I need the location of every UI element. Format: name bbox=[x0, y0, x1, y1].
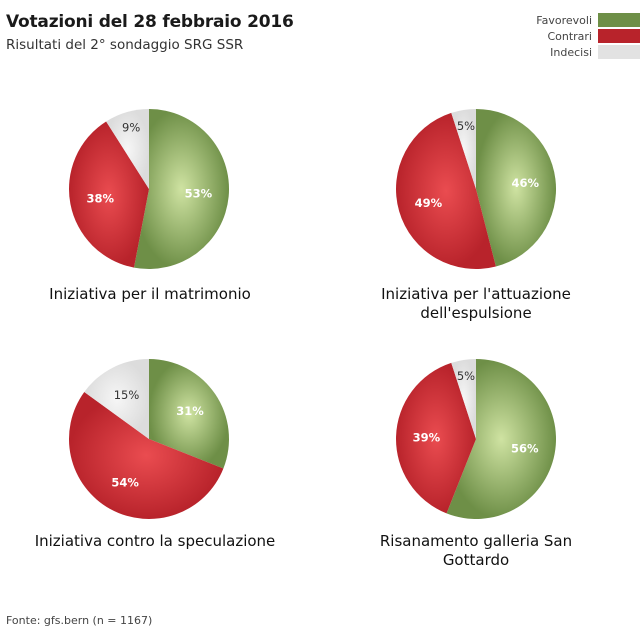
pie-title-text: Iniziativa per il matrimonio bbox=[49, 285, 251, 303]
pie-chart-3: 31% 54% 15% bbox=[68, 358, 230, 524]
legend-label: Indecisi bbox=[550, 45, 592, 59]
pie-slice-favorevoli bbox=[476, 109, 557, 267]
pie-slice-favorevoli bbox=[149, 359, 229, 469]
legend: Favorevoli Contrari Indecisi bbox=[536, 12, 640, 60]
pie-title-4: Risanamento galleria San Gottardo bbox=[376, 532, 576, 570]
pie-slice-contrari bbox=[396, 362, 476, 514]
pie-title-2: Iniziativa per l'attuazione dell'espulsi… bbox=[356, 285, 596, 323]
legend-swatch-contrari bbox=[598, 29, 640, 43]
pie-chart-4: 56% 39% 5% bbox=[395, 358, 557, 524]
legend-item-indecisi: Indecisi bbox=[536, 44, 640, 60]
pie-data-label: 5% bbox=[457, 369, 475, 383]
pie-slice-indecisi bbox=[84, 359, 149, 439]
chart-title: Votazioni del 28 febbraio 2016 bbox=[6, 12, 294, 32]
pie-data-label: 15% bbox=[114, 388, 140, 402]
legend-swatch-favorevoli bbox=[598, 13, 640, 27]
pie-data-label: 39% bbox=[413, 430, 441, 444]
pie-title-3: Iniziativa contro la speculazione bbox=[10, 532, 300, 551]
pie-title-text: Iniziativa contro la speculazione bbox=[34, 532, 276, 550]
pie-data-label: 31% bbox=[176, 404, 204, 418]
pie-slice-contrari bbox=[68, 391, 224, 520]
pie-data-label: 46% bbox=[511, 176, 539, 190]
legend-item-favorevoli: Favorevoli bbox=[536, 12, 640, 28]
legend-item-contrari: Contrari bbox=[536, 28, 640, 44]
pie-svg: 53% 38% 9% bbox=[68, 109, 230, 269]
pie-data-label: 53% bbox=[185, 187, 213, 201]
pie-data-label: 56% bbox=[511, 441, 539, 455]
pie-svg: 56% 39% 5% bbox=[396, 359, 557, 519]
pie-slice-indecisi bbox=[451, 109, 476, 189]
pie-slice-contrari bbox=[68, 121, 149, 268]
pie-slice-indecisi bbox=[106, 109, 149, 189]
source-note: Fonte: gfs.bern (n = 1167) bbox=[6, 614, 153, 627]
pie-chart-1: 53% 38% 9% bbox=[68, 108, 230, 274]
pie-data-label: 54% bbox=[111, 475, 139, 489]
pie-svg: 46% 49% 5% bbox=[396, 109, 557, 270]
pie-slice-contrari bbox=[396, 112, 496, 270]
legend-swatch-indecisi bbox=[598, 45, 640, 59]
pie-chart-2: 46% 49% 5% bbox=[395, 108, 557, 274]
pie-data-label: 38% bbox=[87, 191, 115, 205]
pie-title-text: Risanamento galleria San Gottardo bbox=[379, 532, 573, 569]
pie-svg: 31% 54% 15% bbox=[68, 359, 229, 520]
pie-slice-favorevoli bbox=[134, 109, 230, 269]
pie-title-text: Iniziativa per l'attuazione dell'espulsi… bbox=[381, 285, 571, 322]
legend-label: Favorevoli bbox=[536, 13, 592, 27]
pie-data-label: 49% bbox=[415, 196, 443, 210]
pie-data-label: 9% bbox=[122, 121, 140, 135]
pie-title-1: Iniziativa per il matrimonio bbox=[20, 285, 280, 304]
pie-slice-favorevoli bbox=[446, 359, 557, 519]
pie-data-label: 5% bbox=[457, 119, 475, 133]
pie-slice-indecisi bbox=[451, 359, 476, 439]
legend-label: Contrari bbox=[547, 29, 592, 43]
chart-subtitle: Risultati del 2° sondaggio SRG SSR bbox=[6, 37, 244, 53]
